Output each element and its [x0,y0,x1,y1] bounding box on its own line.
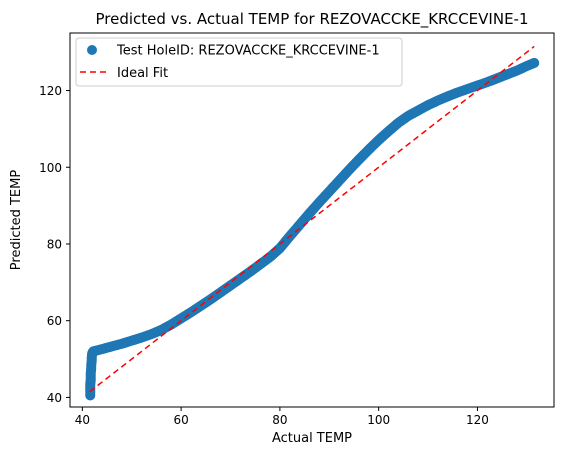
y-tick-label: 40 [47,391,62,405]
legend-label-scatter: Test HoleID: REZOVACCKE_KRCCEVINE-1 [116,44,380,59]
x-tick-label: 100 [367,413,390,427]
legend-marker-scatter [87,45,97,55]
legend: Test HoleID: REZOVACCKE_KRCCEVINE-1 Idea… [75,37,403,87]
ideal-fit-line [89,45,535,393]
x-tick-label: 80 [272,413,287,427]
plot-frame [69,32,555,408]
y-tick-label: 60 [47,314,62,328]
y-axis-label: Predicted TEMP [9,170,24,271]
x-tick-label: 120 [466,413,489,427]
x-tick-label: 40 [75,413,90,427]
legend-label-ideal-fit: Ideal Fit [117,66,168,81]
scatter-point [529,57,540,68]
y-tick-label: 100 [39,161,62,175]
y-tick-label: 80 [47,237,62,251]
axes: 40 60 80 100 120 40 60 80 100 120 [39,84,489,427]
x-tick-label: 60 [173,413,188,427]
y-tick-label: 120 [39,84,62,98]
chart-title: Predicted vs. Actual TEMP for REZOVACCKE… [95,10,528,29]
legend-box [75,37,403,87]
x-axis-label: Actual TEMP [272,431,352,446]
plot-marks [85,45,540,401]
